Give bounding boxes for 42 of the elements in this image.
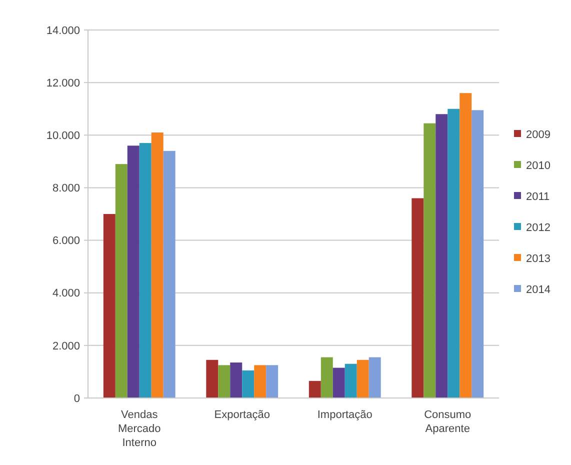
y-tick-label: 12.000: [46, 77, 80, 90]
bar: [115, 164, 128, 398]
y-tick-label: 2.000: [52, 340, 80, 352]
bar: [448, 108, 460, 398]
y-tick-label: 0: [74, 392, 80, 405]
bar: [412, 198, 424, 398]
bar: [254, 365, 266, 398]
bar: [266, 365, 278, 398]
x-tick-label: Exportação: [214, 409, 270, 421]
y-tick-label: 10.000: [46, 130, 80, 142]
bar: [151, 132, 164, 398]
legend-label: 2011: [526, 190, 550, 203]
bar: [332, 368, 345, 398]
legend-label: 2013: [526, 252, 550, 265]
legend-label: 2009: [526, 128, 550, 141]
bar: [103, 214, 116, 398]
bar: [472, 110, 484, 398]
bar: [344, 364, 357, 398]
bar: [206, 360, 218, 398]
bar: [163, 150, 176, 398]
y-tick-label: 6.000: [52, 235, 80, 248]
y-tick-label: 14.000: [46, 24, 80, 37]
legend-label: 2014: [526, 284, 550, 296]
bar: [127, 146, 140, 398]
bar: [368, 357, 381, 398]
legend-label: 2010: [526, 160, 550, 172]
y-tick-label: 4.000: [52, 288, 80, 300]
bar: [424, 123, 436, 398]
bar: [320, 357, 333, 398]
x-tick-label: Consumo Aparente: [424, 409, 472, 435]
bar: [230, 362, 242, 398]
bar: [436, 114, 448, 398]
x-tick-label: Vendas Mercado Interno: [118, 409, 161, 449]
bar: [356, 360, 369, 398]
legend-label: 2012: [526, 222, 550, 234]
x-tick-label: Importação: [317, 409, 372, 421]
bar: [242, 370, 254, 398]
y-tick-label: 8.000: [52, 182, 80, 195]
bar: [218, 365, 230, 398]
bar: [460, 93, 472, 398]
bar: [308, 380, 321, 398]
bar: [139, 143, 152, 398]
